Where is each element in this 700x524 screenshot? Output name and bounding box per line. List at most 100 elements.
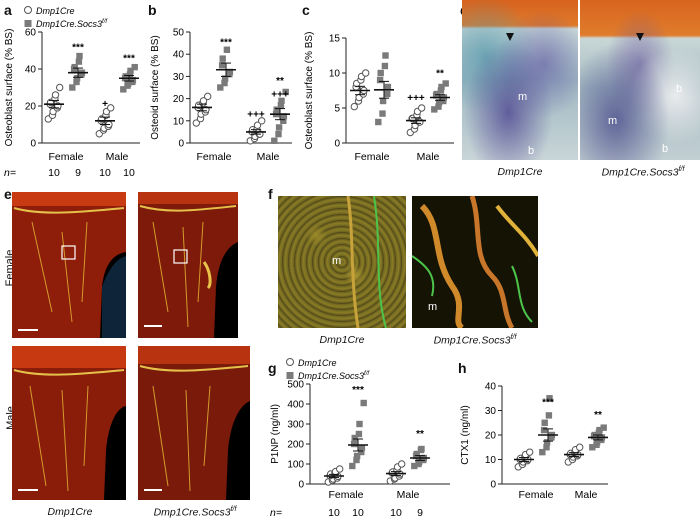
data-point-ko: [356, 420, 363, 428]
data-point-ko: [415, 458, 423, 466]
data-point-ko: [124, 80, 132, 87]
data-point-ctrl: [204, 92, 212, 101]
data-point-ko: [277, 102, 285, 109]
y-tick-label: 30: [173, 72, 185, 83]
y-tick-label: 300: [287, 420, 304, 431]
legend-ctrl-marker: [24, 6, 32, 14]
significance-label: ***: [352, 385, 364, 396]
y-tick-label: 5: [334, 104, 340, 115]
legend-g-ctrl-marker: [286, 358, 294, 366]
data-point-ko: [418, 445, 425, 453]
data-point-ko: [543, 439, 551, 446]
data-point-ko: [411, 462, 418, 470]
data-point-ko: [377, 69, 384, 77]
data-point-ko: [539, 448, 546, 456]
data-point-ko: [589, 444, 596, 451]
legend-g-ko-sup: f/f: [364, 371, 370, 377]
bone-section-female-ctrl: [12, 192, 126, 338]
caption-d-right-base: Dmp1Cre.Socs3: [601, 166, 679, 179]
data-point-ko: [278, 97, 285, 105]
data-point-ko: [122, 73, 129, 80]
data-point-ko: [600, 424, 607, 431]
data-point-ctrl: [253, 121, 262, 129]
data-point-ko: [280, 113, 288, 120]
histology-d-mark-b2: b: [676, 83, 682, 95]
fluorescence-f-right: m: [412, 196, 538, 328]
data-point-ko: [73, 78, 80, 86]
data-point-ko: [543, 444, 550, 451]
svg-text:Dmp1Cre.Socs3f/f: Dmp1Cre.Socs3f/f: [298, 371, 370, 381]
data-point-ko: [351, 434, 358, 442]
data-point-ko: [226, 68, 234, 76]
data-point-ko: [540, 426, 548, 434]
data-point-ctrl: [398, 460, 406, 468]
data-point-ko: [280, 117, 287, 124]
significance-label: ***: [220, 37, 232, 48]
data-point-ko: [129, 76, 137, 84]
histology-d-mark-b3: b: [662, 143, 668, 155]
data-point-ko: [433, 90, 440, 98]
histology-d-mark-b1: b: [528, 145, 534, 157]
panel-label-c: c: [302, 2, 310, 18]
data-point-ctrl: [350, 102, 358, 111]
n-count-ctrl: 10: [99, 167, 111, 179]
data-point-ko: [437, 87, 445, 94]
legend-a: Dmp1Cre Dmp1Cre.Socs3f/f: [24, 6, 108, 29]
data-point-ko: [376, 76, 384, 84]
fluorescence-f-mark-left: m: [332, 255, 341, 267]
caption-e-right-sup: f/f: [230, 506, 237, 513]
data-point-ko: [379, 97, 387, 105]
y-tick-label: 20: [25, 102, 37, 113]
y-axis-label: P1NP (ng/ml): [270, 404, 281, 464]
caption-f-right-base: Dmp1Cre.Socs3: [433, 334, 511, 347]
data-point-ctrl: [526, 448, 534, 456]
data-point-ko: [219, 55, 226, 62]
data-point-ko: [218, 62, 226, 69]
legend-ko-text: Dmp1Cre.Socs3: [36, 19, 102, 29]
chart-b: 0 10 20 30 40 50 Osteoid surface (% BS) Female M…: [150, 28, 292, 163]
chart-c: 0 5 10 15 Osteoblast surface (% BS) Female Mal…: [304, 32, 454, 163]
x-category-label: Female: [518, 489, 553, 501]
data-point-ko: [282, 88, 289, 96]
fluorescence-f-mark-right: m: [428, 301, 437, 313]
legend-g-ko-text: Dmp1Cre.Socs3: [298, 371, 364, 381]
data-point-ctrl: [416, 118, 424, 126]
x-category-label: Female: [48, 151, 83, 163]
histology-d-mark-m1: m: [518, 91, 527, 103]
data-point-ko: [221, 79, 228, 87]
data-point-ko: [349, 462, 356, 470]
x-category-label: Female: [354, 151, 389, 163]
data-point-ko: [360, 399, 367, 407]
data-point-ko: [71, 63, 78, 71]
data-point-ctrl: [361, 69, 370, 77]
caption-d-right: Dmp1Cre.Socs3f/f: [586, 166, 700, 179]
data-point-ko: [75, 58, 83, 65]
significance-label: +: [102, 99, 108, 110]
y-tick-label: 40: [173, 50, 185, 61]
y-tick-label: 0: [334, 139, 340, 150]
legend-ko-marker: [24, 20, 32, 27]
legend-g-ko-marker: [286, 372, 294, 379]
data-point-ko: [379, 110, 386, 117]
caption-d-left: Dmp1Cre: [497, 166, 543, 178]
legend-g: Dmp1Cre Dmp1Cre.Socs3f/f: [286, 358, 370, 381]
y-tick-label: 60: [25, 28, 37, 39]
data-point-ko: [413, 450, 420, 458]
data-point-ko: [546, 395, 553, 402]
data-point-ko: [223, 46, 231, 53]
data-point-ko: [273, 106, 280, 113]
y-tick-label: 0: [30, 139, 36, 150]
data-point-ko: [217, 84, 224, 91]
data-point-ko: [221, 75, 229, 82]
data-point-ko: [353, 452, 361, 460]
n-count-ko: 10: [123, 167, 135, 179]
panel-label-h: h: [458, 360, 467, 376]
n-count-ctrl: 10: [328, 507, 340, 519]
caption-e-left: Dmp1Cre: [47, 506, 93, 518]
data-point-ko: [353, 456, 360, 464]
significance-label: **: [436, 69, 444, 80]
y-tick-label: 0: [178, 139, 184, 150]
x-category-label: Female: [196, 151, 231, 163]
data-point-ctrl: [56, 83, 64, 92]
data-point-ko: [541, 419, 548, 426]
